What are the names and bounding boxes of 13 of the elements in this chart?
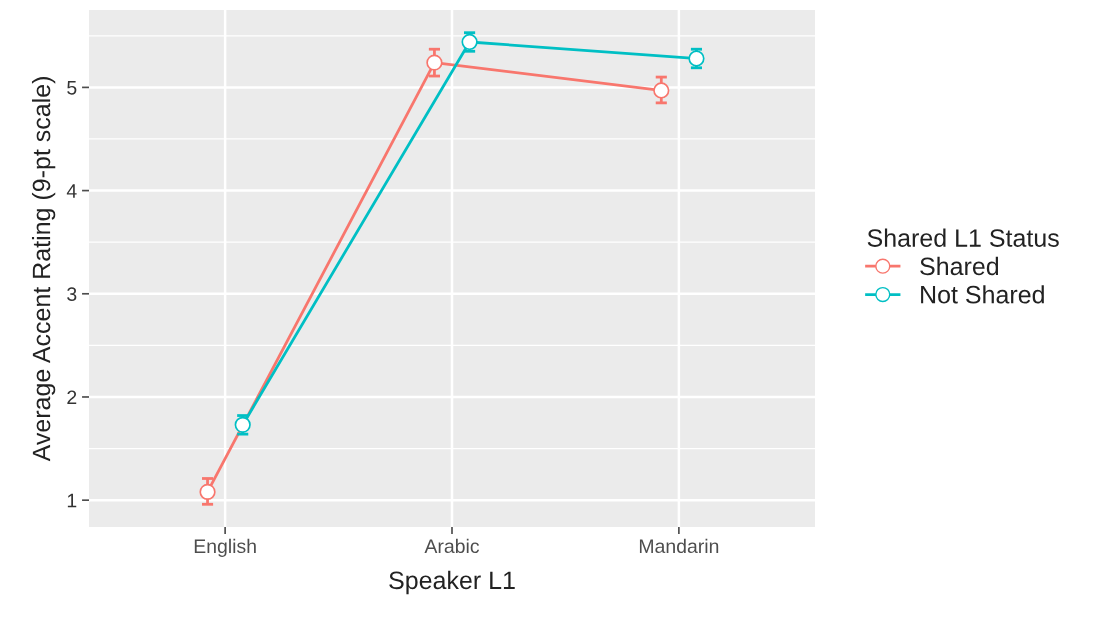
y-tick-label: 4 <box>66 184 77 198</box>
x-axis-title: Speaker L1 <box>389 570 515 595</box>
legend-title: Shared L1 Status <box>867 228 1059 247</box>
x-tick-label: English <box>194 538 256 557</box>
y-tick-label: 3 <box>67 287 77 302</box>
y-axis-title: Average Accent Rating (9-pt scale) <box>31 77 56 462</box>
x-tick-label: Mandarin <box>639 538 719 554</box>
legend-label: Shared <box>920 256 999 276</box>
x-tick-label: Arabic <box>424 538 480 554</box>
y-tick-label: 1 <box>67 493 77 508</box>
legend-label: Not Shared <box>921 285 1044 304</box>
y-tick-label: 5 <box>67 81 77 95</box>
y-tick-label: 2 <box>67 390 77 405</box>
